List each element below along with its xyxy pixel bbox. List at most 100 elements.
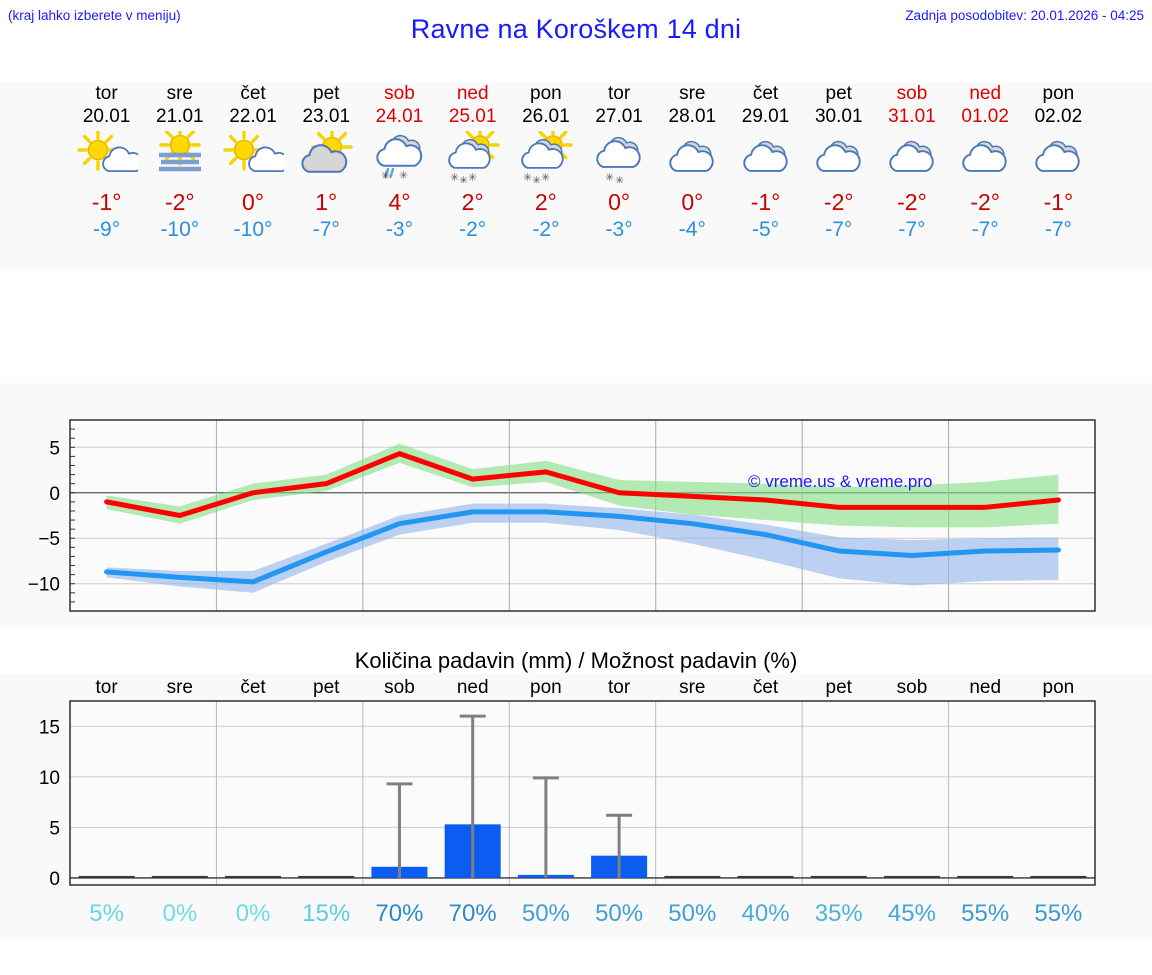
sun-cloud-icon — [68, 131, 146, 183]
svg-text:tor: tor — [608, 677, 631, 698]
temperature-chart: 5 0 −5 −10 © vreme.us & vreme.pro — [0, 383, 1152, 628]
cloud-icon — [800, 131, 878, 183]
svg-text:ned: ned — [969, 677, 1001, 698]
daily-forecast-strip: tor 20.01 -1° -9° sre 21.01 -2° -10° čet 22.01 0° -… — [0, 83, 1152, 270]
precipitation-probability-label: 50% — [668, 900, 717, 927]
precipitation-probability-row: 5% 0% 0% 15% 70% 70% 50% 50% 50% 40% 35% 45% 55% 55% — [0, 900, 1152, 940]
day-name: pet — [313, 83, 340, 104]
day-column[interactable]: čet 22.01 0° -10° — [214, 83, 292, 243]
day-name: sre — [679, 83, 706, 104]
day-max-temp: 2° — [461, 189, 484, 215]
day-max-temp: -1° — [750, 189, 781, 215]
svg-text:sob: sob — [897, 677, 928, 698]
day-min-temp: -10° — [233, 218, 273, 241]
cloud-icon — [946, 131, 1024, 183]
svg-text:✳: ✳ — [381, 169, 390, 182]
day-min-temp: -7° — [312, 218, 340, 241]
day-max-temp: -2° — [164, 189, 195, 215]
precipitation-probability-label: 40% — [741, 900, 790, 927]
day-min-temp: -7° — [971, 218, 999, 241]
precipitation-plot: 15 10 5 0 tor sre čet pet sob ned pon tor sre čet pet s… — [39, 677, 1096, 890]
svg-text:✳: ✳ — [523, 171, 532, 183]
day-min-temp: -4° — [678, 218, 706, 241]
svg-text:čet: čet — [753, 677, 779, 698]
day-min-temp: -7° — [825, 218, 853, 241]
svg-text:✳: ✳ — [468, 171, 477, 183]
day-min-temp: -7° — [1044, 218, 1072, 241]
svg-text:pet: pet — [313, 677, 340, 698]
svg-text:✳: ✳ — [615, 174, 624, 183]
precipitation-probability-label: 0% — [235, 900, 271, 927]
svg-text:10: 10 — [39, 768, 60, 789]
svg-text:pet: pet — [826, 677, 853, 698]
day-name: ned — [969, 83, 1002, 104]
day-date: 30.01 — [814, 106, 863, 127]
day-date: 26.01 — [522, 106, 570, 127]
svg-text:✳: ✳ — [399, 169, 408, 182]
day-max-temp: -1° — [1043, 189, 1074, 215]
day-date: 21.01 — [156, 106, 204, 127]
day-column[interactable]: pon 02.02 -1° -7° — [1019, 83, 1097, 243]
day-date: 27.01 — [595, 106, 643, 127]
svg-text:−5: −5 — [38, 529, 60, 550]
day-name: sob — [384, 83, 415, 104]
page-title: Ravne na Koroškem 14 dni — [410, 14, 742, 44]
svg-text:čet: čet — [240, 677, 266, 698]
cloud-sun-icon — [287, 131, 365, 183]
day-name: pon — [530, 83, 562, 104]
svg-text:✳: ✳ — [450, 171, 459, 183]
svg-text:ned: ned — [457, 677, 489, 698]
svg-text:pon: pon — [530, 677, 562, 698]
day-date: 22.01 — [229, 106, 277, 127]
precipitation-probability-label: 15% — [302, 900, 351, 927]
precipitation-probability-label: 5% — [89, 900, 124, 927]
day-column[interactable]: pet 30.01 -2° -7° — [800, 83, 878, 243]
day-min-temp: -2° — [532, 218, 560, 241]
day-column[interactable]: pon 26.01 ✳ ✳ ✳ 2° -2° — [507, 83, 585, 243]
precipitation-probability-label: 55% — [961, 900, 1010, 927]
precipitation-probability-label: 0% — [162, 900, 198, 927]
day-date: 31.01 — [888, 106, 936, 127]
svg-text:0: 0 — [49, 484, 60, 505]
day-column[interactable]: čet 29.01 -1° -5° — [727, 83, 805, 243]
cloud-icon — [873, 131, 951, 183]
day-min-temp: -9° — [93, 218, 121, 241]
day-column[interactable]: ned 01.02 -2° -7° — [946, 83, 1024, 243]
svg-text:−10: −10 — [28, 575, 60, 596]
day-max-temp: 4° — [388, 189, 411, 215]
sun-fog-icon — [141, 131, 219, 183]
day-date: 29.01 — [741, 106, 790, 127]
day-date: 23.01 — [302, 106, 351, 127]
day-column[interactable]: sob 24.01 ✳ ✳ 4° -3° — [360, 83, 438, 243]
svg-text:✳: ✳ — [459, 174, 468, 183]
day-column[interactable]: sre 21.01 -2° -10° — [141, 83, 219, 243]
day-date: 24.01 — [375, 106, 424, 127]
day-max-temp: 2° — [534, 189, 557, 215]
precipitation-probability-label: 50% — [521, 900, 570, 927]
day-column[interactable]: sob 31.01 -2° -7° — [873, 83, 951, 243]
day-name: tor — [95, 83, 118, 104]
precipitation-probability-label: 70% — [375, 900, 424, 927]
day-name: sob — [896, 83, 928, 104]
svg-text:✳: ✳ — [605, 171, 614, 183]
svg-text:sob: sob — [384, 677, 415, 698]
day-date: 02.02 — [1034, 106, 1083, 127]
svg-text:✳: ✳ — [541, 171, 550, 183]
day-column[interactable]: pet 23.01 1° -7° — [287, 83, 365, 243]
day-column[interactable]: tor 20.01 -1° -9° — [68, 83, 146, 243]
svg-text:15: 15 — [39, 717, 60, 738]
svg-text:sre: sre — [679, 677, 705, 698]
svg-text:tor: tor — [96, 677, 119, 698]
day-column[interactable]: sre 28.01 0° -4° — [653, 83, 731, 243]
day-max-temp: -1° — [91, 189, 122, 215]
day-column[interactable]: tor 27.01 ✳ ✳ 0° -3° — [580, 83, 658, 243]
day-column[interactable]: ned 25.01 ✳ ✳ ✳ 2° -2° — [434, 83, 512, 243]
day-min-temp: -7° — [898, 218, 926, 241]
svg-text:5: 5 — [49, 818, 60, 839]
precipitation-chart: 15 10 5 0 tor sre čet pet sob ned pon tor sre čet pet s… — [0, 673, 1152, 913]
svg-text:5: 5 — [49, 438, 60, 459]
precipitation-probability-label: 70% — [448, 900, 497, 927]
day-max-temp: -2° — [897, 189, 927, 215]
day-max-temp: -2° — [970, 189, 1000, 215]
precipitation-probability-label: 50% — [595, 900, 644, 927]
